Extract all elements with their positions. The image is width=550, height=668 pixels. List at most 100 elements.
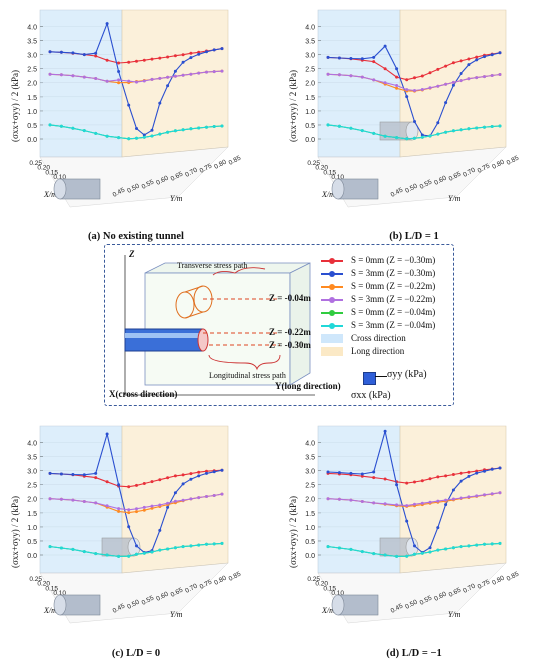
x-tick-label: 0.15 — [323, 585, 336, 592]
data-point — [405, 554, 409, 558]
x-axis-label: X/m — [321, 606, 335, 615]
data-point — [444, 503, 448, 507]
z-tick-label: 3.0 — [27, 53, 37, 60]
legend-item: S = 3mm (Z = −0.04m) — [321, 320, 435, 330]
diagram-z-axis: Z — [129, 249, 135, 259]
data-point — [189, 544, 193, 548]
data-point — [94, 131, 98, 135]
y-tick-label: 0.85 — [506, 154, 521, 166]
data-point — [166, 75, 170, 79]
data-point — [413, 502, 416, 506]
data-point — [212, 48, 216, 52]
data-point — [467, 127, 471, 131]
data-point — [166, 501, 170, 505]
front-pipe-end — [331, 594, 345, 616]
data-point — [395, 554, 399, 558]
data-point — [360, 75, 364, 79]
data-point — [405, 88, 409, 92]
data-point — [395, 75, 399, 79]
y-axis-label: (σxx+σyy) / 2 (kPa) — [10, 69, 20, 142]
z-tick-label: 1.5 — [27, 511, 37, 518]
sxx-label: σxx (kPa) — [351, 390, 391, 401]
data-point — [413, 136, 416, 140]
data-point — [490, 74, 494, 77]
x-tick-label: 0.15 — [45, 585, 58, 592]
y-axis-label: (σxx+σyy) / 2 (kPa) — [288, 495, 298, 568]
data-point — [405, 481, 409, 485]
z-tick-label: 0.0 — [305, 137, 315, 144]
z-tick-label: 1.0 — [305, 525, 315, 532]
data-point — [459, 545, 463, 549]
legend-label: Long direction — [351, 346, 405, 356]
data-point — [383, 67, 387, 71]
data-point — [451, 497, 455, 501]
data-point — [483, 55, 486, 59]
data-point — [372, 55, 376, 59]
data-point — [150, 57, 154, 61]
data-point — [467, 544, 471, 548]
data-point — [105, 134, 109, 138]
data-point — [142, 58, 146, 62]
data-point — [173, 474, 177, 478]
data-point — [405, 137, 409, 141]
data-point — [451, 546, 455, 550]
data-point — [212, 70, 216, 74]
data-point — [220, 468, 224, 472]
chart-panel-a: 0.0 0.5 1.0 1.5 2.0 2.5 3.0 3.5 4.0 0.25 0.20 0.15 0… — [2, 2, 270, 250]
legend-item: Cross direction — [321, 333, 406, 343]
data-point — [158, 76, 162, 80]
data-point — [105, 480, 109, 484]
x-tick-label: 0.20 — [37, 581, 50, 588]
data-point — [428, 500, 432, 504]
data-point — [150, 128, 154, 132]
chart-svg-a: 0.00.51.01.52.02.53.03.54.00.250.200.150… — [27, 9, 243, 208]
data-point — [459, 79, 463, 83]
data-point — [420, 135, 424, 139]
z-tick-label: 2.0 — [27, 81, 37, 88]
z-tick-label: 4.0 — [27, 440, 37, 447]
data-point — [436, 84, 440, 88]
x-tick-label: 0.10 — [331, 174, 344, 181]
data-point — [105, 22, 109, 26]
data-point — [142, 551, 146, 555]
data-point — [483, 542, 486, 546]
caption-b: (b) L/D = 1 — [389, 231, 439, 242]
data-point — [82, 129, 86, 133]
data-point — [337, 546, 341, 550]
legend-swatch-long — [321, 347, 343, 356]
y-axis-label: Y/m — [170, 194, 183, 203]
data-point — [436, 121, 440, 125]
x-tick-label: 0.25 — [307, 160, 320, 167]
data-point — [372, 131, 376, 135]
legend-item: S = 0mm (Z = −0.04m) — [321, 307, 435, 317]
data-point — [82, 500, 86, 503]
chart-svg-d: 0.00.51.01.52.02.53.03.54.00.250.200.150… — [305, 425, 520, 624]
data-point — [189, 72, 193, 76]
data-point — [349, 57, 353, 60]
y-tick-label: 0.85 — [228, 154, 243, 166]
data-point — [349, 471, 353, 475]
x-tick-label: 0.20 — [315, 581, 328, 588]
data-point — [413, 120, 416, 123]
data-point — [135, 544, 138, 548]
stress-cube-icon — [363, 372, 376, 385]
data-point — [444, 498, 448, 502]
data-point — [405, 504, 409, 508]
data-point — [428, 71, 432, 75]
data-point — [413, 76, 416, 80]
data-point — [166, 55, 170, 59]
data-point — [360, 472, 364, 476]
data-point — [337, 56, 341, 60]
z-tick-label: 2.5 — [305, 67, 315, 74]
data-point — [459, 479, 463, 483]
data-point — [467, 77, 471, 81]
data-point — [142, 508, 146, 512]
data-point — [205, 471, 208, 475]
data-point — [158, 132, 162, 136]
data-point — [173, 499, 177, 503]
z-tick-label: 4.0 — [305, 24, 315, 31]
data-point — [142, 505, 146, 509]
data-point — [475, 494, 479, 498]
z-tick-label: 2.5 — [27, 483, 37, 490]
data-point — [490, 53, 494, 57]
